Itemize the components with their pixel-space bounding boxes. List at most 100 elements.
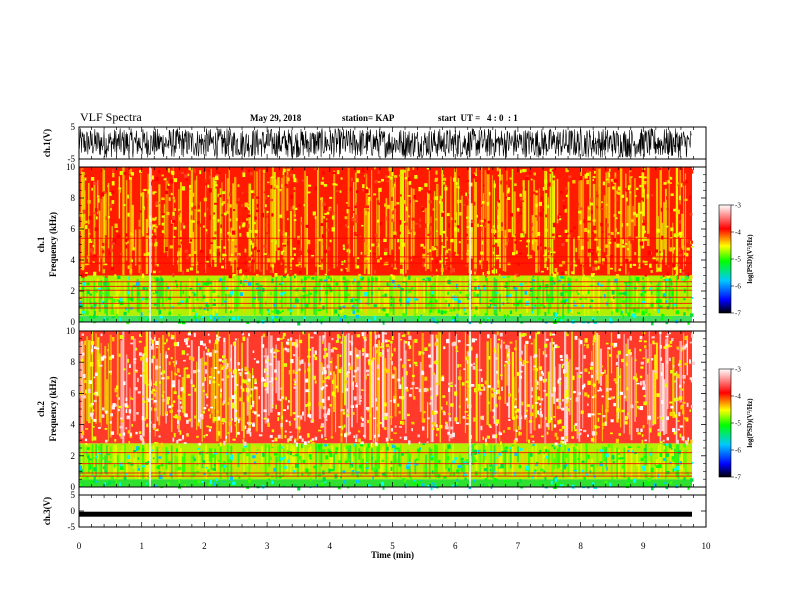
- spectrogram-speck: [381, 294, 385, 298]
- spectrogram-speck: [615, 197, 618, 202]
- spectrogram-speck: [322, 477, 326, 482]
- spectrogram-speck: [92, 244, 95, 248]
- spectrogram-speck: [530, 395, 533, 398]
- spectrogram-speck: [292, 470, 296, 474]
- spectrogram-speck: [501, 450, 505, 453]
- spectrogram-speck: [93, 392, 97, 395]
- spectrogram-speck: [111, 190, 115, 195]
- spectrogram-speck: [436, 427, 440, 431]
- spectrogram-speck: [214, 367, 218, 369]
- spectrogram-speck: [318, 402, 322, 406]
- spectrogram-streak: [688, 446, 691, 473]
- spectrogram-speck: [263, 244, 267, 248]
- spectrogram-streak: [327, 275, 330, 316]
- spectrogram-speck: [241, 368, 243, 372]
- spectrogram-speck: [323, 355, 327, 359]
- spectrogram-streak: [394, 445, 397, 464]
- spectrogram-speck: [167, 332, 170, 337]
- spectrogram-streak: [628, 170, 632, 261]
- spectrogram-speck: [542, 351, 545, 355]
- spectrogram-speck: [413, 315, 416, 317]
- spectrogram-speck: [153, 336, 156, 342]
- spectrogram-speck: [153, 228, 157, 233]
- spectrogram-speck: [189, 267, 194, 271]
- spectrogram-speck: [216, 252, 219, 255]
- spectrogram-speck: [280, 446, 283, 449]
- spectrogram-speck: [684, 441, 688, 446]
- spectrogram-speck: [677, 439, 679, 445]
- spectrogram-speck: [187, 337, 190, 341]
- spectrogram-speck: [210, 406, 213, 409]
- spectrogram-speck: [267, 422, 270, 427]
- spectrogram-speck: [236, 383, 239, 387]
- spectrogram-speck: [380, 346, 383, 349]
- spectrogram-streak: [598, 334, 600, 384]
- spectrogram-speck: [553, 416, 556, 418]
- spectrogram-streak: [181, 456, 184, 477]
- spectrogram-speck: [495, 478, 498, 481]
- spectrogram-streak: [257, 447, 260, 472]
- spectrogram-speck: [131, 423, 134, 427]
- spectrogram-speck: [351, 470, 355, 473]
- spectrogram-streak: [607, 457, 610, 477]
- spectrogram-speck: [202, 382, 205, 387]
- spectrogram-speck: [496, 291, 499, 294]
- spectrogram-speck: [217, 219, 220, 222]
- spectrogram-streak: [515, 339, 517, 439]
- spectrogram-speck: [279, 234, 282, 237]
- spectrogram-speck: [93, 182, 97, 185]
- spectrogram-streak: [170, 445, 173, 479]
- spectrogram-speck: [639, 375, 643, 379]
- spectrogram-speck: [308, 348, 312, 351]
- spectrogram-speck: [247, 275, 250, 279]
- spectrogram-speck: [447, 444, 451, 449]
- spectrogram-speck: [532, 279, 536, 282]
- spectrogram-speck: [474, 286, 477, 291]
- spectrogram-streak: [545, 445, 548, 465]
- spectrogram-speck: [384, 293, 387, 298]
- spectrogram-speck: [99, 364, 103, 367]
- spectrogram-speck: [118, 405, 122, 409]
- spectrogram-streak: [466, 205, 470, 264]
- spectrogram-speck: [323, 348, 328, 351]
- spectrogram-speck: [565, 403, 569, 407]
- spectrogram-speck: [170, 357, 173, 360]
- spectrogram-speck: [197, 315, 201, 319]
- spectrogram-streak: [138, 283, 141, 313]
- spectrogram-speck: [335, 447, 339, 451]
- spectrogram-speck: [79, 318, 83, 321]
- spectrogram-speck: [166, 396, 171, 401]
- spectrogram-speck: [252, 246, 255, 249]
- spectrogram-speck: [351, 306, 355, 311]
- spectrogram-speck: [119, 297, 123, 302]
- spectrogram-speck: [512, 416, 516, 420]
- spectrogram-speck: [407, 341, 410, 346]
- spectrogram-speck: [293, 219, 297, 222]
- spectrogram-speck: [290, 194, 294, 199]
- spectrogram-speck: [355, 190, 359, 194]
- spectrogram-speck: [249, 404, 253, 410]
- spectrogram-streak: [318, 279, 321, 306]
- spectrogram-speck: [282, 335, 285, 340]
- spectrogram-speck: [629, 190, 632, 194]
- spectrogram-speck: [571, 436, 575, 439]
- spectrogram-speck: [411, 217, 415, 221]
- spectrogram-streak: [280, 341, 284, 440]
- spectrogram-speck: [93, 310, 96, 316]
- spectrogram-speck: [246, 396, 250, 401]
- spectrogram-speck: [691, 297, 694, 299]
- spectrogram-streak: [138, 219, 141, 273]
- spectrogram-speck: [117, 275, 121, 280]
- spectrogram-speck: [576, 289, 578, 293]
- spectrogram-streak: [403, 277, 406, 314]
- spectrogram-streak: [104, 455, 107, 471]
- spectrogram-speck: [480, 425, 483, 431]
- spectrogram-speck: [173, 400, 176, 403]
- spectrogram-streak: [143, 346, 147, 385]
- spectrogram-speck: [622, 239, 624, 244]
- spectrogram-streak: [91, 331, 93, 442]
- spectrogram-speck: [553, 477, 556, 481]
- spectrogram-speck: [643, 340, 647, 343]
- y-axis-label: Frequency (kHz): [48, 376, 58, 441]
- spectrogram-speck: [222, 365, 226, 369]
